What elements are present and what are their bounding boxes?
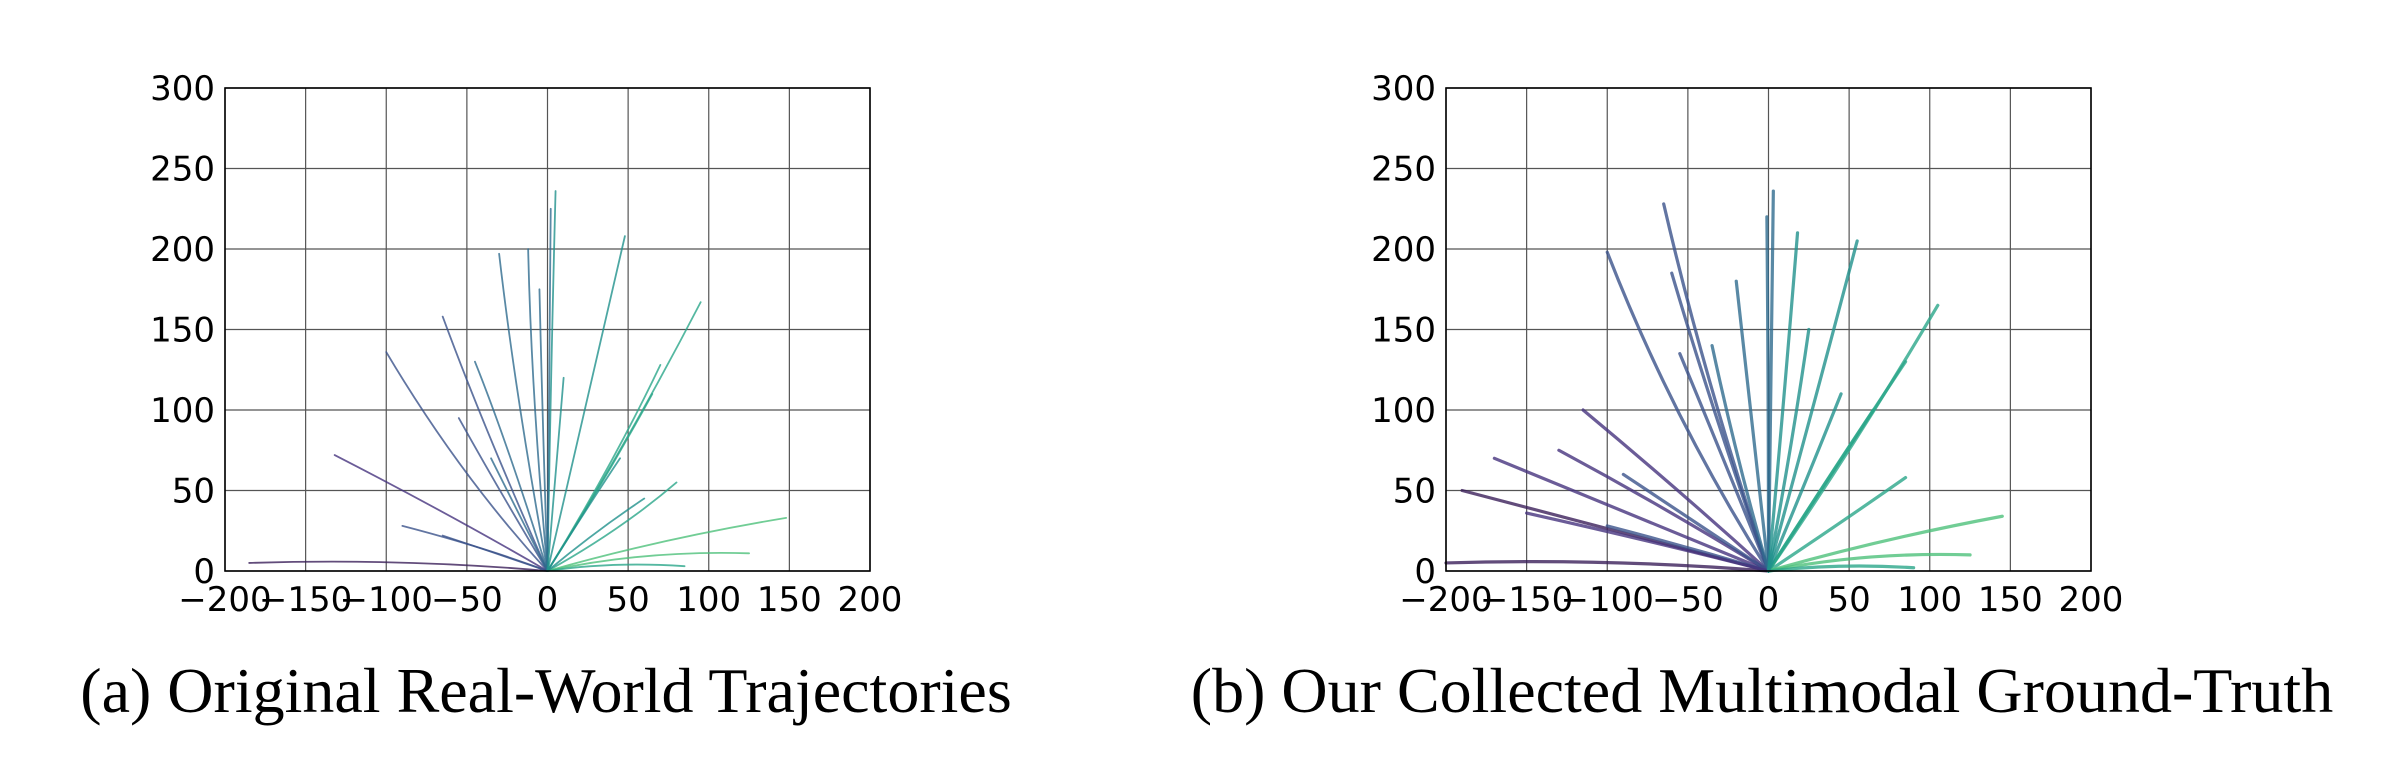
trajectory-line bbox=[248, 560, 549, 572]
trajectory-line bbox=[546, 364, 662, 572]
y-tick-label: 150 bbox=[150, 311, 215, 351]
trajectory-line bbox=[474, 360, 549, 572]
trajectory-line bbox=[1492, 456, 1771, 573]
trajectory-line bbox=[1621, 472, 1771, 573]
trajectory-line bbox=[1734, 279, 1771, 573]
trajectory-line bbox=[1766, 552, 1972, 573]
trajectory-line bbox=[546, 516, 788, 572]
y-tick-label: 0 bbox=[193, 552, 215, 592]
trajectory-line bbox=[333, 454, 549, 572]
x-tick-label: 200 bbox=[838, 580, 903, 620]
x-tick-label: −100 bbox=[1561, 580, 1654, 620]
x-tick-label: −50 bbox=[1652, 580, 1724, 620]
trajectory-line bbox=[1766, 231, 1800, 573]
x-tick-label: 100 bbox=[1897, 580, 1962, 620]
caption-a: (a) Original Real-World Trajectories bbox=[80, 655, 1011, 726]
y-tick-label: 250 bbox=[1371, 150, 1436, 190]
x-tick-label: −150 bbox=[259, 580, 352, 620]
x-tick-label: −200 bbox=[178, 580, 271, 620]
x-tick-label: 150 bbox=[757, 580, 822, 620]
x-tick-label: −200 bbox=[1399, 580, 1492, 620]
x-tick-label: 0 bbox=[1758, 580, 1780, 620]
trajectory-line bbox=[1766, 327, 1811, 573]
trajectory-line bbox=[1678, 352, 1771, 573]
trajectory-line bbox=[527, 248, 549, 572]
trajectory-line bbox=[441, 315, 549, 572]
y-tick-label: 0 bbox=[1414, 552, 1436, 592]
trajectory-line bbox=[546, 457, 621, 572]
x-tick-label: 100 bbox=[676, 580, 741, 620]
y-tick-label: 200 bbox=[150, 230, 215, 270]
trajectory-line bbox=[441, 534, 549, 572]
chart-a: −200−150−100−50 0 50 100 150 200 0 50 100 150 200 2… bbox=[150, 69, 902, 620]
y-tick-label: 50 bbox=[172, 472, 215, 512]
trajectory-line bbox=[546, 563, 686, 572]
x-tick-label: 50 bbox=[1827, 580, 1870, 620]
y-tick-label: 300 bbox=[150, 69, 215, 109]
caption-b: (b) Our Collected Multimodal Ground-Trut… bbox=[1191, 655, 2333, 726]
trajectory-line bbox=[546, 235, 626, 572]
y-tick-label: 300 bbox=[1371, 69, 1436, 109]
trajectory-line bbox=[457, 417, 549, 572]
chart-b: −200−150−100−50 0 50 100 150 200 0 50 100 150 200 2… bbox=[1371, 69, 2123, 620]
trajectory-line bbox=[1766, 564, 1916, 573]
trajectory-line bbox=[1444, 560, 1771, 573]
trajectory-line bbox=[1670, 271, 1771, 573]
trajectory-line bbox=[1766, 408, 1875, 573]
trajectory-line bbox=[546, 481, 678, 572]
y-tick-label: 200 bbox=[1371, 230, 1436, 270]
y-tick-label: 100 bbox=[150, 391, 215, 431]
trajectory-line bbox=[1525, 511, 1771, 573]
plot-frame bbox=[224, 87, 871, 572]
trajectory-line bbox=[546, 376, 565, 572]
y-tick-label: 150 bbox=[1371, 311, 1436, 351]
y-tick-label: 50 bbox=[1393, 472, 1436, 512]
x-tick-label: −100 bbox=[340, 580, 433, 620]
trajectory-line bbox=[538, 288, 549, 572]
x-tick-label: −150 bbox=[1480, 580, 1573, 620]
trajectory-line bbox=[546, 207, 552, 572]
x-tick-label: 200 bbox=[2059, 580, 2124, 620]
y-tick-label: 250 bbox=[150, 150, 215, 190]
trajectory-line bbox=[385, 351, 549, 572]
y-tick-label: 100 bbox=[1371, 391, 1436, 431]
x-tick-label: 50 bbox=[606, 580, 649, 620]
trajectory-line bbox=[1766, 392, 1843, 573]
trajectory-line bbox=[1766, 476, 1908, 573]
trajectory-line bbox=[1581, 408, 1771, 573]
trajectory-line bbox=[1765, 215, 1771, 573]
plot-frame bbox=[1445, 87, 2092, 572]
x-tick-label: 150 bbox=[1978, 580, 2043, 620]
x-tick-label: −50 bbox=[431, 580, 503, 620]
trajectory-line bbox=[546, 551, 750, 572]
trajectory-line bbox=[1766, 239, 1859, 573]
x-tick-label: 0 bbox=[537, 580, 559, 620]
trajectory-line bbox=[1605, 250, 1771, 573]
trajectory-line bbox=[490, 457, 549, 572]
trajectory-line bbox=[498, 252, 549, 572]
trajectory-line bbox=[546, 497, 646, 572]
trajectory-line bbox=[1766, 514, 2004, 573]
trajectory-line bbox=[1710, 344, 1771, 573]
